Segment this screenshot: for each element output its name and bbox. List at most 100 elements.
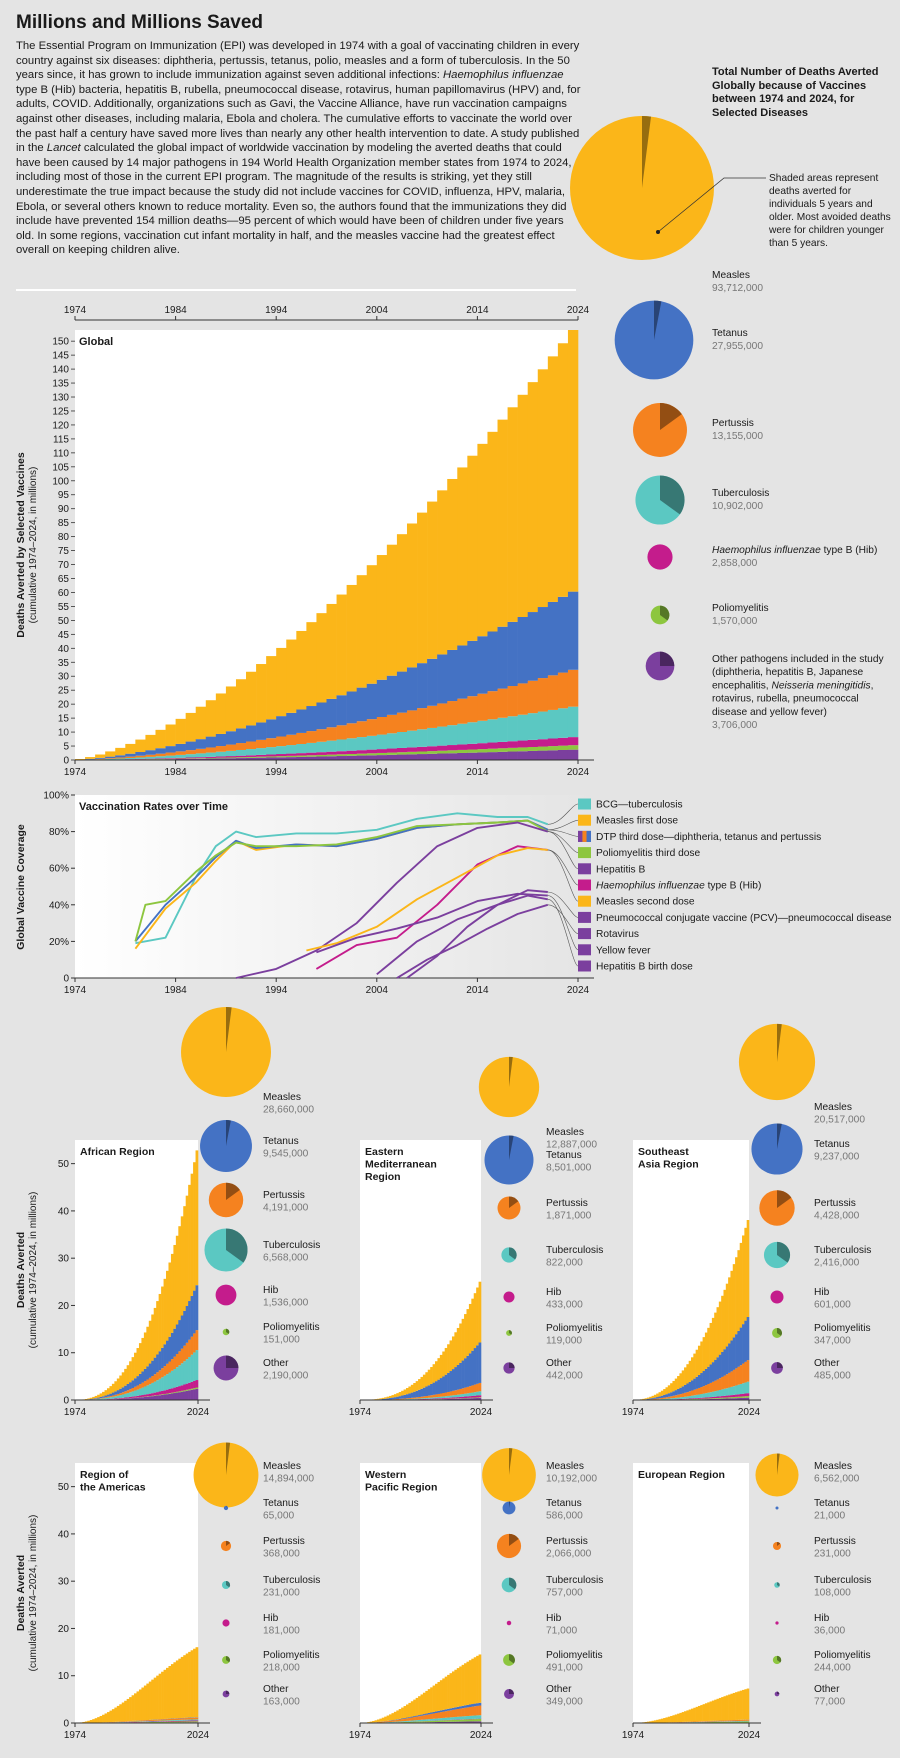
global-area-step-other [407, 754, 417, 760]
label-rest: type B (Hib) [705, 881, 762, 892]
region-area-step-polio [428, 1721, 431, 1722]
region-area-step-tuberculosis [707, 1393, 710, 1398]
region-area-step-hib [479, 1395, 482, 1397]
region-area-step-measles [723, 1696, 726, 1720]
global-area-step-hib [155, 758, 165, 759]
region-area-step-polio [176, 1722, 179, 1723]
region-area-step-polio [471, 1719, 474, 1721]
region-area-step-hib [183, 1721, 186, 1722]
region-area-step-pertussis [176, 1719, 179, 1720]
global-area-step-measles [246, 672, 256, 726]
region-area-step-measles [464, 1314, 467, 1358]
region-area-step-hib [433, 1399, 436, 1400]
region-area-step-pertussis [132, 1388, 135, 1391]
region-area-step-measles [705, 1703, 708, 1721]
region-area-step-pertussis [433, 1395, 436, 1398]
region-area-step-tuberculosis [159, 1379, 162, 1392]
global-ytick-label: 60 [58, 588, 70, 599]
region-area-step-measles [421, 1694, 424, 1714]
region-area-step-tetanus [173, 1329, 176, 1357]
global-xtick-label: 1984 [164, 767, 187, 778]
region-area-step-pertussis [735, 1368, 738, 1385]
region-area-step-measles [391, 1713, 394, 1720]
region-area-step-polio [196, 1388, 199, 1389]
region-area-step-measles [742, 1235, 745, 1324]
global-pie-value: 3,706,000 [712, 720, 758, 731]
global-area-step-tetanus [166, 746, 176, 752]
region-area-step-measles [134, 1353, 137, 1379]
region-area-step-tetanus [698, 1375, 701, 1388]
region-area-step-measles [428, 1689, 431, 1713]
region-area-step-tetanus [430, 1384, 433, 1395]
global-area-step-measles [538, 369, 548, 607]
global-ytick-label: 120 [52, 420, 69, 431]
region-area-step-tetanus [391, 1398, 394, 1400]
global-area-step-tetanus [125, 754, 135, 757]
region-area-step-tuberculosis [700, 1394, 703, 1398]
global-area-step-pertussis [377, 717, 387, 735]
region-area-step-tetanus [440, 1710, 443, 1712]
region-area-step-tuberculosis [464, 1716, 467, 1719]
region-pie-value: 1,536,000 [263, 1298, 309, 1309]
region-area-step-tuberculosis [663, 1399, 666, 1400]
global-area-step-measles [427, 502, 437, 659]
region-area-step-tuberculosis [191, 1355, 194, 1382]
global-chart-title: Global [79, 336, 113, 348]
region-area-step-measles [447, 1675, 450, 1709]
region-area-step-tuberculosis [744, 1721, 747, 1722]
region-area-step-polio [173, 1392, 176, 1393]
global-pie-value: 10,902,000 [712, 501, 763, 512]
region-pie-value: 4,191,000 [263, 1203, 309, 1214]
global-area-step-other [337, 756, 347, 760]
global-ytick-label: 10 [58, 728, 70, 739]
region-area-step-measles [178, 1659, 181, 1718]
region-area-step-tetanus [421, 1715, 424, 1716]
region-area-step-pertussis [127, 1721, 130, 1722]
global-area-step-tuberculosis [266, 747, 276, 754]
region-area-step-tuberculosis [733, 1386, 736, 1395]
region-area-step-tetanus [737, 1331, 740, 1367]
global-ytick-label: 100 [52, 476, 69, 487]
global-area-step-tuberculosis [538, 712, 548, 740]
region-area-step-pertussis [384, 1721, 387, 1722]
region-pie-value: 2,066,000 [546, 1549, 592, 1560]
region-pie-tuberculosis [502, 1578, 517, 1593]
region-area-step-tuberculosis [682, 1397, 685, 1399]
global-area-step-tetanus [316, 703, 326, 730]
global-area-step-polio [538, 747, 548, 751]
region-area-step-tuberculosis [100, 1399, 103, 1400]
region-area-step-tetanus [476, 1703, 479, 1706]
region-area-step-measles [391, 1395, 394, 1398]
region-area-step-pertussis [479, 1706, 482, 1716]
region-area-step-pertussis [117, 1394, 120, 1396]
region-area-step-tuberculosis [684, 1397, 687, 1399]
region-area-step-other [161, 1395, 164, 1400]
region-area-step-hib [181, 1385, 184, 1391]
region-area-step-pertussis [168, 1719, 171, 1720]
global-area-step-hib [558, 738, 568, 746]
region-area-step-pertussis [445, 1393, 448, 1397]
region-area-step-tuberculosis [154, 1382, 157, 1393]
region-area-step-measles [457, 1328, 460, 1365]
global-area-step-measles [286, 640, 296, 713]
region-area-step-tuberculosis [459, 1717, 462, 1720]
region-area-step-measles [156, 1301, 159, 1354]
region-area-step-tuberculosis [425, 1398, 428, 1399]
region-area-step-hib [735, 1395, 738, 1397]
region-area-step-tuberculosis [710, 1392, 713, 1397]
region-area-step-pertussis [462, 1388, 465, 1394]
region-area-step-polio [744, 1722, 747, 1723]
global-area-step-tuberculosis [498, 718, 508, 742]
region-area-step-tuberculosis [178, 1720, 181, 1721]
coverage-legend-label: Poliomyelitis third dose [596, 848, 701, 859]
global-ytick-label: 20 [58, 700, 70, 711]
region-area-step-hib [127, 1397, 130, 1398]
coverage-ytick-label: 80% [49, 827, 69, 838]
global-xtick-label-top: 2024 [567, 305, 590, 316]
region-pie-value: 822,000 [546, 1258, 583, 1269]
region-area-step-measles [154, 1308, 157, 1358]
coverage-legend-swatch-stripe [582, 831, 586, 842]
region-area-step-tetanus [659, 1396, 662, 1398]
global-area-step-pertussis [266, 738, 276, 747]
region-area-step-hib [171, 1721, 174, 1722]
